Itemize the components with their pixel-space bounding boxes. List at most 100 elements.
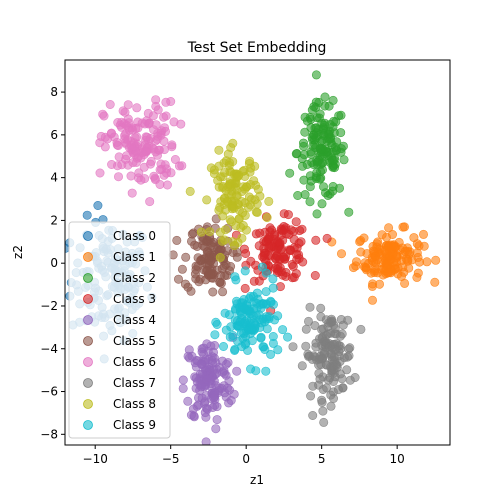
data-point [229,241,239,251]
data-point [209,165,219,175]
data-point [268,338,278,348]
data-point [208,402,218,412]
data-point [218,211,228,221]
data-point [328,339,338,349]
data-point [248,311,258,321]
data-point [317,199,327,209]
data-point [254,276,264,286]
data-point [177,264,187,274]
y-tick-label: −4 [40,342,58,356]
legend-label: Class 5 [113,334,156,348]
legend-label: Class 4 [113,313,156,327]
data-point [184,353,194,363]
series-class-8 [185,138,274,263]
data-point [224,161,234,171]
data-point [296,237,306,247]
data-point [208,358,218,368]
data-point [257,262,267,272]
data-point [345,375,355,385]
data-point [145,197,155,207]
y-tick-label: −8 [40,427,58,441]
data-point [261,287,271,297]
data-point [178,375,188,385]
data-point [225,179,235,189]
data-point [122,151,132,161]
data-point [311,70,321,80]
legend-label: Class 0 [113,229,156,243]
data-point [299,175,309,185]
data-point [174,161,184,171]
data-point [332,137,342,147]
data-point [113,118,123,128]
plot-frame [64,59,451,446]
data-point [237,197,247,207]
legend-marker [83,336,93,346]
data-point [198,236,208,246]
x-tick-label: −5 [162,452,180,466]
data-point [252,298,262,308]
data-point [326,401,336,411]
y-tick-label: 2 [50,213,58,227]
data-point [302,160,312,170]
data-point [190,240,200,250]
data-point [149,125,159,135]
data-point [268,274,278,284]
data-point [190,372,200,382]
data-point [388,248,398,258]
legend: Class 0 Class 1 Class 2 Class 3 Class 4 Class… [68,221,171,439]
data-point [247,325,257,335]
data-point [336,249,346,259]
data-point [137,118,147,128]
data-point [310,270,320,280]
data-point [217,236,227,246]
data-point [167,142,177,152]
x-axis-label: z1 [250,473,264,487]
data-point [407,255,417,265]
data-point [183,396,193,406]
data-point [239,244,249,254]
data-point [305,171,315,181]
data-point [251,366,261,376]
data-point [320,92,330,102]
legend-label: Class 7 [113,376,156,390]
data-point [230,272,240,282]
data-point [188,228,198,238]
y-tick-label: 6 [50,128,58,142]
data-point [218,287,228,297]
data-point [150,175,160,185]
data-point [304,351,314,361]
data-point [308,410,318,420]
data-point [225,266,235,276]
legend-marker [83,294,93,304]
data-point [249,176,259,186]
data-point [338,383,348,393]
data-point [229,389,239,399]
data-point [189,411,199,421]
legend-marker [83,378,93,388]
legend-marker [83,231,93,241]
legend-label: Class 1 [113,250,156,264]
data-point [285,245,295,255]
data-point [306,391,316,401]
data-point [256,332,266,342]
data-point [367,295,377,305]
data-point [146,156,156,166]
data-point [93,201,103,211]
data-point [223,149,233,159]
data-point [301,324,311,334]
data-point [368,246,378,256]
data-point [372,255,382,265]
data-point [201,437,211,445]
data-point [377,264,387,274]
data-point [193,356,203,366]
data-point [128,158,138,168]
data-point [334,111,344,121]
data-point [130,141,140,151]
data-point [122,139,132,149]
x-axis-ticks: −10 −5 0 5 10 [83,445,405,466]
data-point [216,172,226,182]
data-point [228,138,238,148]
data-point [219,341,229,351]
data-point [412,272,422,282]
